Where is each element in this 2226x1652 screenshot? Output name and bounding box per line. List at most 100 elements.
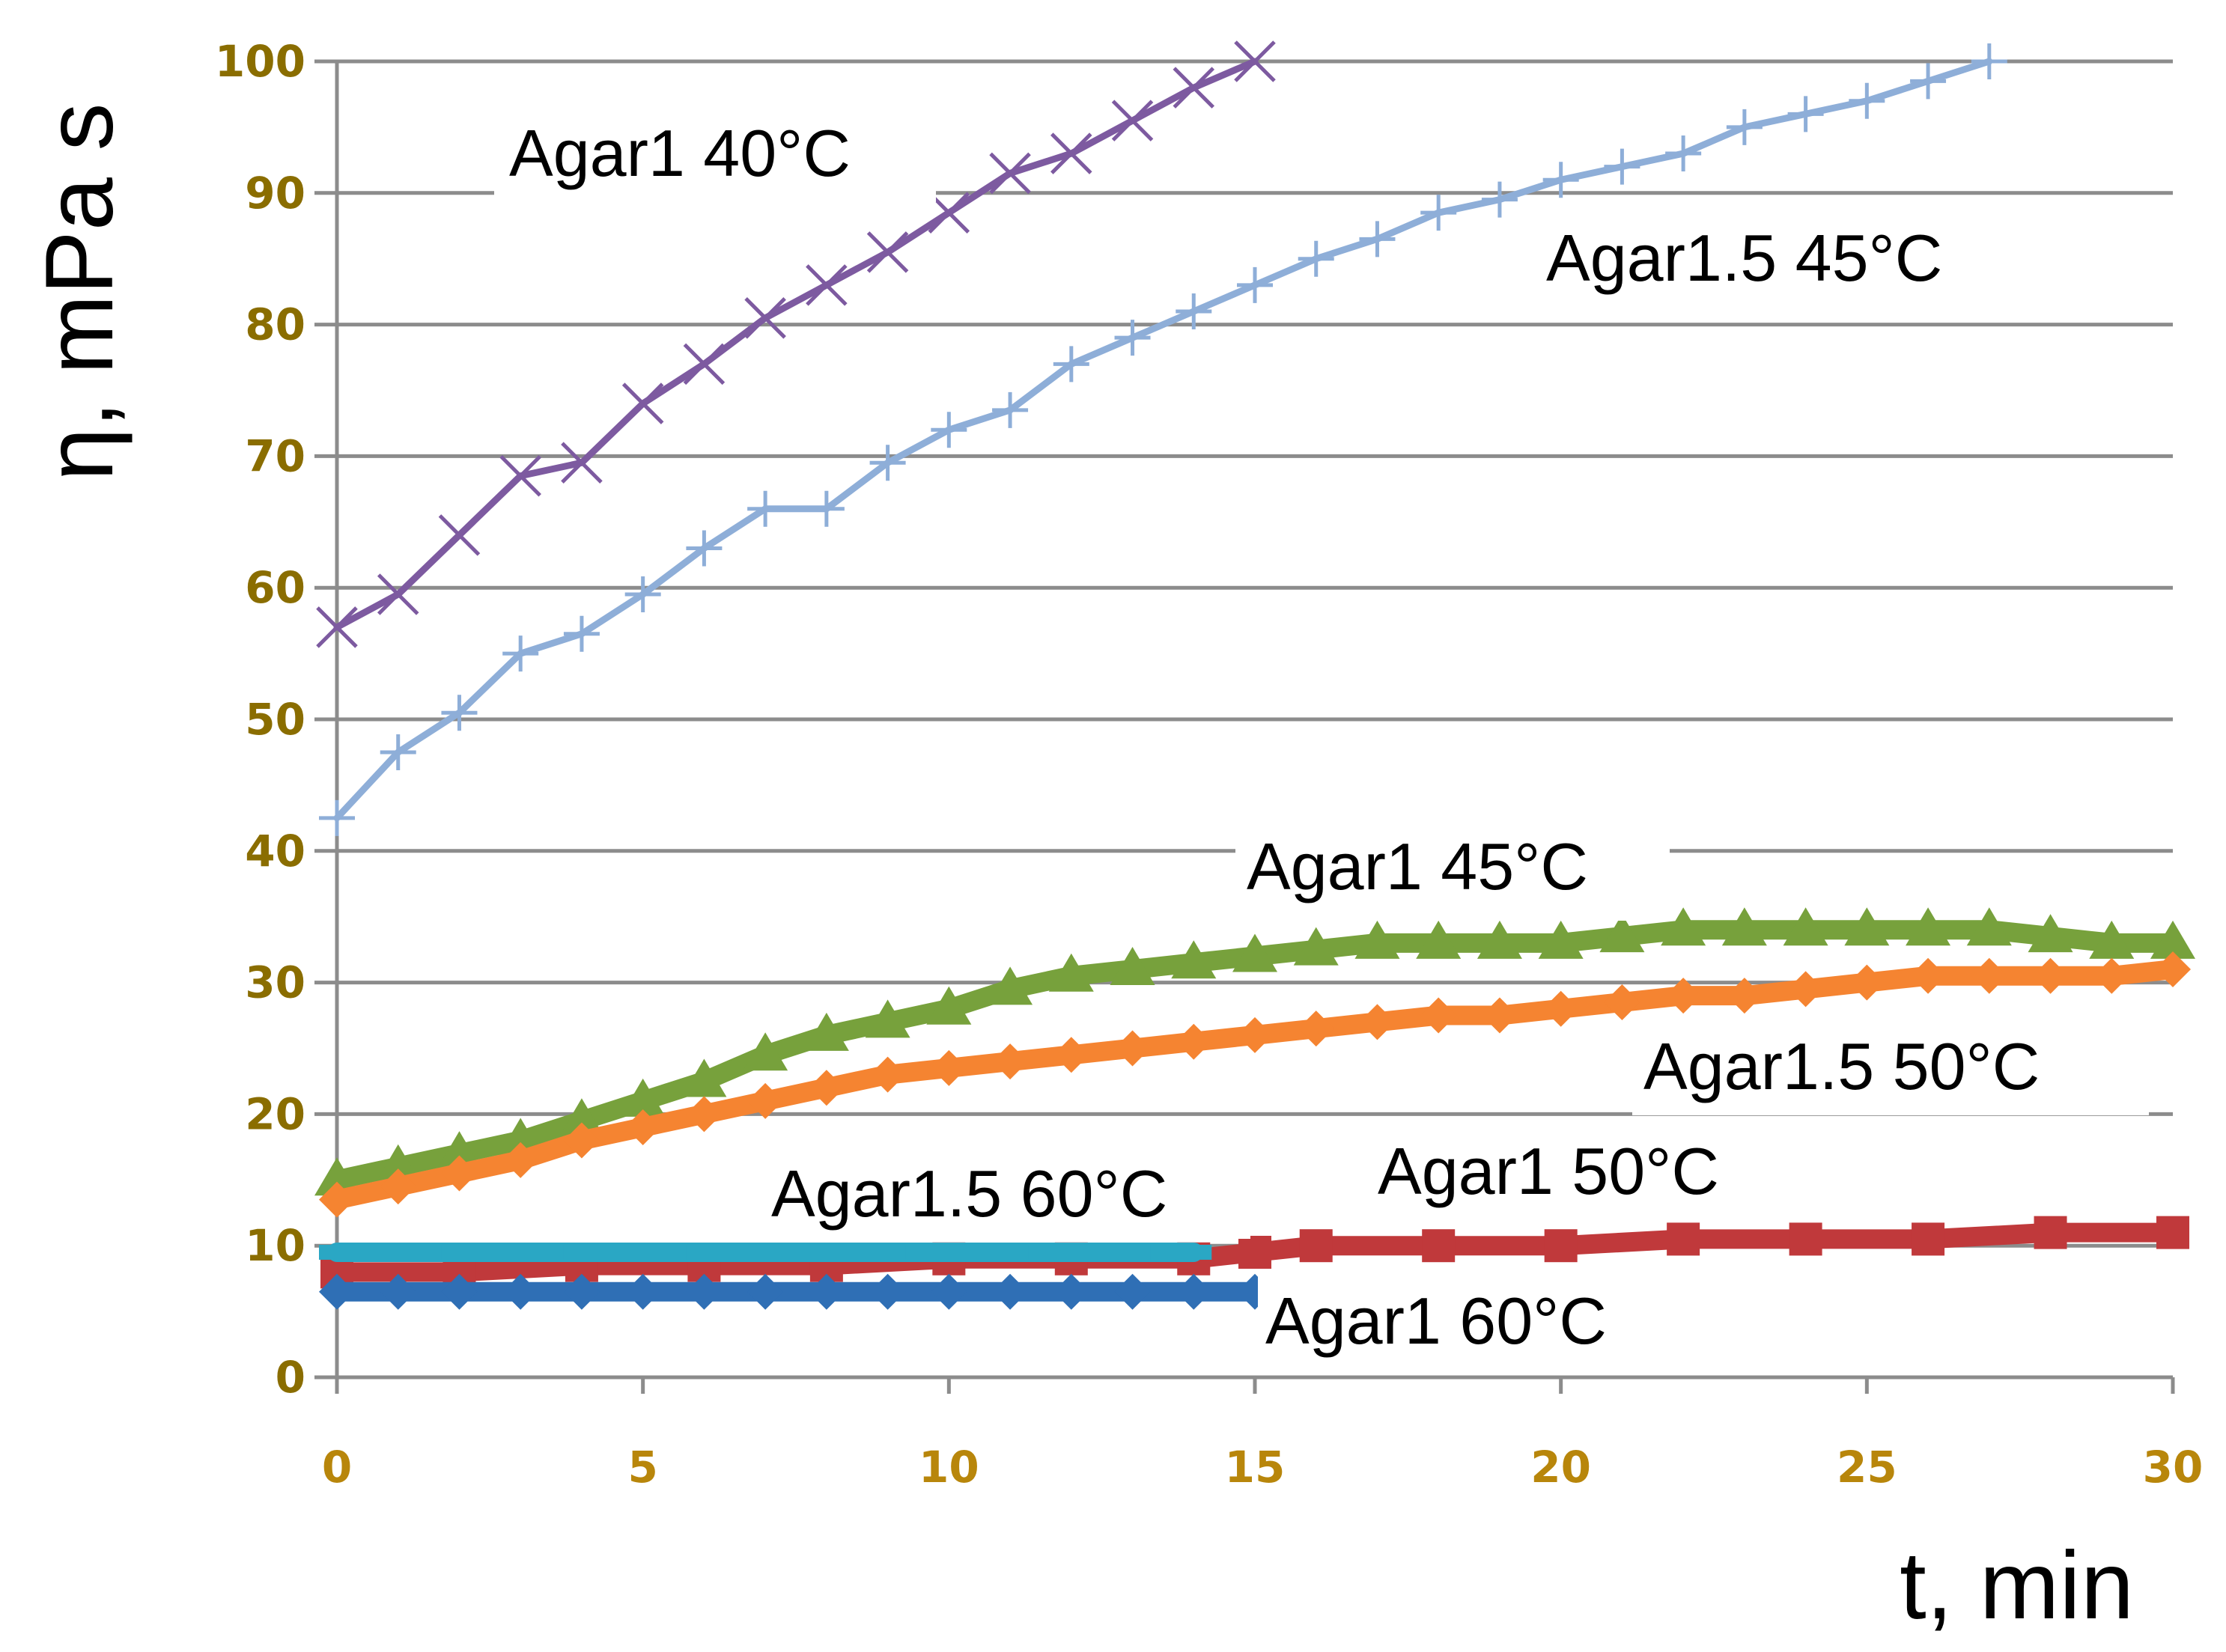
x-axis-title: t, min (1900, 1532, 2134, 1639)
point-agar1-45-c-0 (314, 1157, 359, 1196)
point-agar1-5-45-c-4 (563, 615, 600, 652)
point-agar1-5-50-c-24 (1787, 971, 1824, 1008)
point-agar1-5-50-c-3 (502, 1142, 539, 1178)
point-agar1-5-50-c-2 (441, 1155, 478, 1192)
point-agar1-60-c-6 (686, 1273, 723, 1310)
point-agar1-5-50-c-16 (1298, 1011, 1334, 1047)
point-agar1-45-c-12 (1048, 953, 1094, 992)
point-agar1-60-c-7 (747, 1273, 784, 1310)
point-agar1-50-c-15 (2034, 1216, 2067, 1249)
point-agar1-5-60-c-12 (1053, 1244, 1089, 1260)
point-agar1-5-60-c-0 (319, 1244, 355, 1260)
point-agar1-45-c-19 (1477, 920, 1522, 959)
label-agar1-40c: Agar1 40°C (509, 116, 851, 190)
point-agar1-60-c-2 (441, 1273, 478, 1310)
point-agar1-50-c-12 (1667, 1222, 1700, 1256)
point-agar1-5-45-c-23 (1726, 109, 1763, 145)
point-agar1-5-50-c-26 (1910, 957, 1947, 994)
label-agar1-50c: Agar1 50°C (1378, 1134, 1719, 1208)
label-bg-agar1-40 (494, 105, 936, 202)
point-agar1-5-50-c-18 (1420, 997, 1457, 1034)
point-agar1-50-c-14 (1912, 1222, 1945, 1256)
point-agar1-40-c-0 (316, 606, 358, 648)
x-tick-label-5: 5 (627, 1442, 657, 1493)
point-agar1-50-c-13 (1789, 1222, 1822, 1256)
y-tick-label-0: 0 (276, 1352, 305, 1403)
point-agar1-5-60-c-7 (747, 1244, 784, 1260)
point-agar1-40-c-11 (989, 152, 1031, 195)
point-agar1-5-45-c-10 (931, 412, 967, 448)
point-agar1-5-50-c-15 (1237, 1017, 1273, 1053)
data-series (314, 40, 2195, 1310)
point-agar1-60-c-5 (624, 1273, 661, 1310)
y-tick-label-10: 10 (245, 1220, 305, 1271)
point-agar1-45-c-24 (1783, 907, 1828, 946)
point-agar1-45-c-17 (1354, 920, 1400, 959)
point-agar1-5-50-c-5 (624, 1109, 661, 1145)
series-agar1-5-45-c (319, 43, 2007, 836)
point-agar1-45-c-13 (1110, 947, 1155, 986)
x-tick-label-30: 30 (2143, 1442, 2204, 1493)
point-agar1-50-c-16 (2156, 1216, 2189, 1249)
point-agar1-60-c-8 (808, 1273, 845, 1310)
point-agar1-5-60-c-10 (931, 1244, 967, 1260)
point-agar1-5-45-c-7 (747, 490, 784, 527)
point-agar1-5-50-c-25 (1849, 964, 1885, 1001)
point-agar1-5-45-c-14 (1176, 293, 1212, 330)
point-agar1-45-c-9 (865, 999, 910, 1038)
x-tick-labels: 0 5 10 15 20 25 30 (322, 1442, 2204, 1493)
y-tick-label-40: 40 (245, 826, 305, 877)
x-tick-label-0: 0 (322, 1442, 352, 1493)
point-agar1-40-c-7 (744, 297, 786, 339)
point-agar1-50-c-11 (1544, 1229, 1578, 1263)
point-agar1-45-c-4 (559, 1098, 604, 1137)
point-agar1-5-45-c-12 (1053, 346, 1089, 382)
point-agar1-5-50-c-8 (808, 1070, 845, 1106)
point-agar1-5-60-c-1 (380, 1244, 416, 1260)
point-agar1-5-50-c-22 (1665, 978, 1702, 1014)
point-agar1-5-60-c-5 (624, 1244, 661, 1260)
point-agar1-5-50-c-28 (2032, 957, 2069, 994)
point-agar1-60-c-12 (1053, 1273, 1089, 1310)
point-agar1-40-c-14 (1173, 67, 1215, 109)
point-agar1-5-45-c-6 (686, 530, 723, 567)
point-agar1-40-c-9 (866, 231, 909, 273)
series-agar1-5-60-c (319, 1242, 1212, 1262)
point-agar1-5-60-c-13 (1114, 1244, 1151, 1260)
point-agar1-60-c-13 (1114, 1273, 1151, 1310)
point-agar1-45-c-30 (2150, 920, 2195, 959)
series-line-agar1-40-c (333, 58, 1259, 631)
point-agar1-45-c-28 (2028, 914, 2073, 953)
series-annotations: Agar1 40°C Agar1.5 45°C Agar1 45°C Agar1… (494, 105, 2149, 1366)
point-agar1-5-45-c-1 (380, 734, 416, 770)
point-agar1-5-45-c-3 (502, 635, 539, 672)
point-agar1-5-45-c-2 (441, 695, 478, 731)
point-agar1-5-50-c-7 (747, 1082, 784, 1119)
point-agar1-60-c-4 (563, 1273, 600, 1310)
point-agar1-45-c-27 (1966, 907, 2012, 946)
point-agar1-5-50-c-17 (1359, 1004, 1396, 1040)
point-agar1-40-c-13 (1111, 100, 1154, 141)
point-agar1-5-60-c-14 (1176, 1244, 1212, 1260)
point-agar1-45-c-11 (988, 966, 1033, 1005)
point-agar1-50-c-10 (1422, 1229, 1456, 1263)
point-agar1-45-c-26 (1906, 907, 1951, 946)
point-agar1-50-c-9 (1299, 1229, 1333, 1263)
y-tick-label-60: 60 (245, 562, 305, 613)
point-agar1-5-45-c-13 (1114, 320, 1151, 356)
point-agar1-5-60-c-6 (686, 1244, 723, 1260)
x-tick-label-20: 20 (1530, 1442, 1591, 1493)
point-agar1-60-c-11 (992, 1273, 1029, 1310)
point-agar1-45-c-25 (1844, 907, 1890, 946)
point-agar1-40-c-6 (683, 343, 726, 385)
point-agar1-40-c-2 (438, 514, 481, 556)
label-bg-agar1-45 (1235, 823, 1670, 921)
series-agar1-60-c (319, 1273, 1273, 1310)
series-agar1-40-c (316, 40, 1276, 648)
point-agar1-5-50-c-6 (686, 1096, 723, 1133)
point-agar1-5-45-c-27 (1971, 43, 2007, 79)
point-agar1-40-c-3 (499, 455, 541, 497)
point-agar1-45-c-10 (926, 986, 972, 1025)
y-tick-label-30: 30 (245, 957, 305, 1008)
